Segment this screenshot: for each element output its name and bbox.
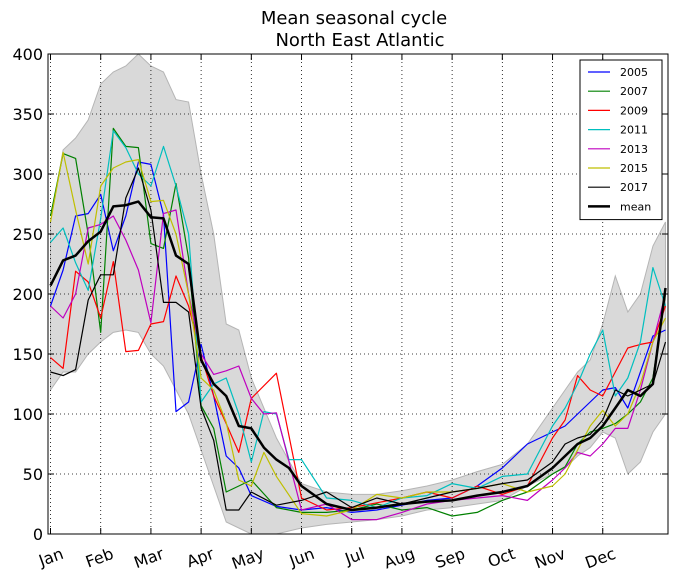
legend-label-2005: 2005 [620, 66, 648, 79]
x-tick-label: Feb [83, 544, 116, 572]
x-tick-label: Sep [433, 544, 468, 572]
y-tick-label: 250 [12, 225, 43, 244]
legend-label-mean: mean [620, 200, 651, 213]
y-tick-label: 150 [12, 345, 43, 364]
x-tick-label: May [229, 544, 267, 573]
x-tick-label: Jan [35, 544, 66, 571]
series-line-2007 [49, 127, 667, 517]
x-tick-label: Apr [184, 544, 217, 571]
y-tick-label: 0 [33, 525, 43, 544]
x-tick-label: Aug [381, 544, 417, 573]
legend-label-2011: 2011 [620, 124, 648, 137]
legend: 2005 2007 2009 2011 2013 2015 2017 mean [579, 59, 663, 221]
series-line-2013 [50, 209, 667, 521]
y-tick-label: 300 [12, 165, 43, 184]
legend-label-2007: 2007 [620, 85, 648, 98]
x-tick-label: Jul [342, 544, 368, 569]
chart-title: Mean seasonal cycle [261, 8, 447, 29]
x-tick-label: Oct [485, 544, 518, 571]
x-tick-label: Mar [131, 544, 166, 572]
x-tick-label: Dec [583, 544, 619, 572]
legend-label-2015: 2015 [620, 162, 648, 175]
legend-label-2013: 2013 [620, 143, 648, 156]
series-line-2015 [49, 151, 667, 517]
y-tick-label: 50 [23, 465, 43, 484]
x-tick-label: Jun [286, 544, 317, 571]
chart-subtitle: North East Atlantic [275, 30, 444, 51]
y-tick-label: 100 [12, 405, 43, 424]
x-tick-label: Nov [532, 544, 568, 573]
plot-area [48, 53, 668, 535]
legend-label-2017: 2017 [620, 181, 648, 194]
legend-label-2009: 2009 [620, 104, 648, 117]
spread-band [50, 53, 666, 535]
y-tick-label: 400 [12, 45, 43, 64]
series-line-2005 [49, 161, 666, 513]
y-tick-label: 350 [12, 105, 43, 124]
y-tick-label: 200 [12, 285, 43, 304]
legend-box [579, 59, 663, 221]
series-line-2009 [50, 261, 667, 511]
series-line-mean [49, 200, 667, 512]
